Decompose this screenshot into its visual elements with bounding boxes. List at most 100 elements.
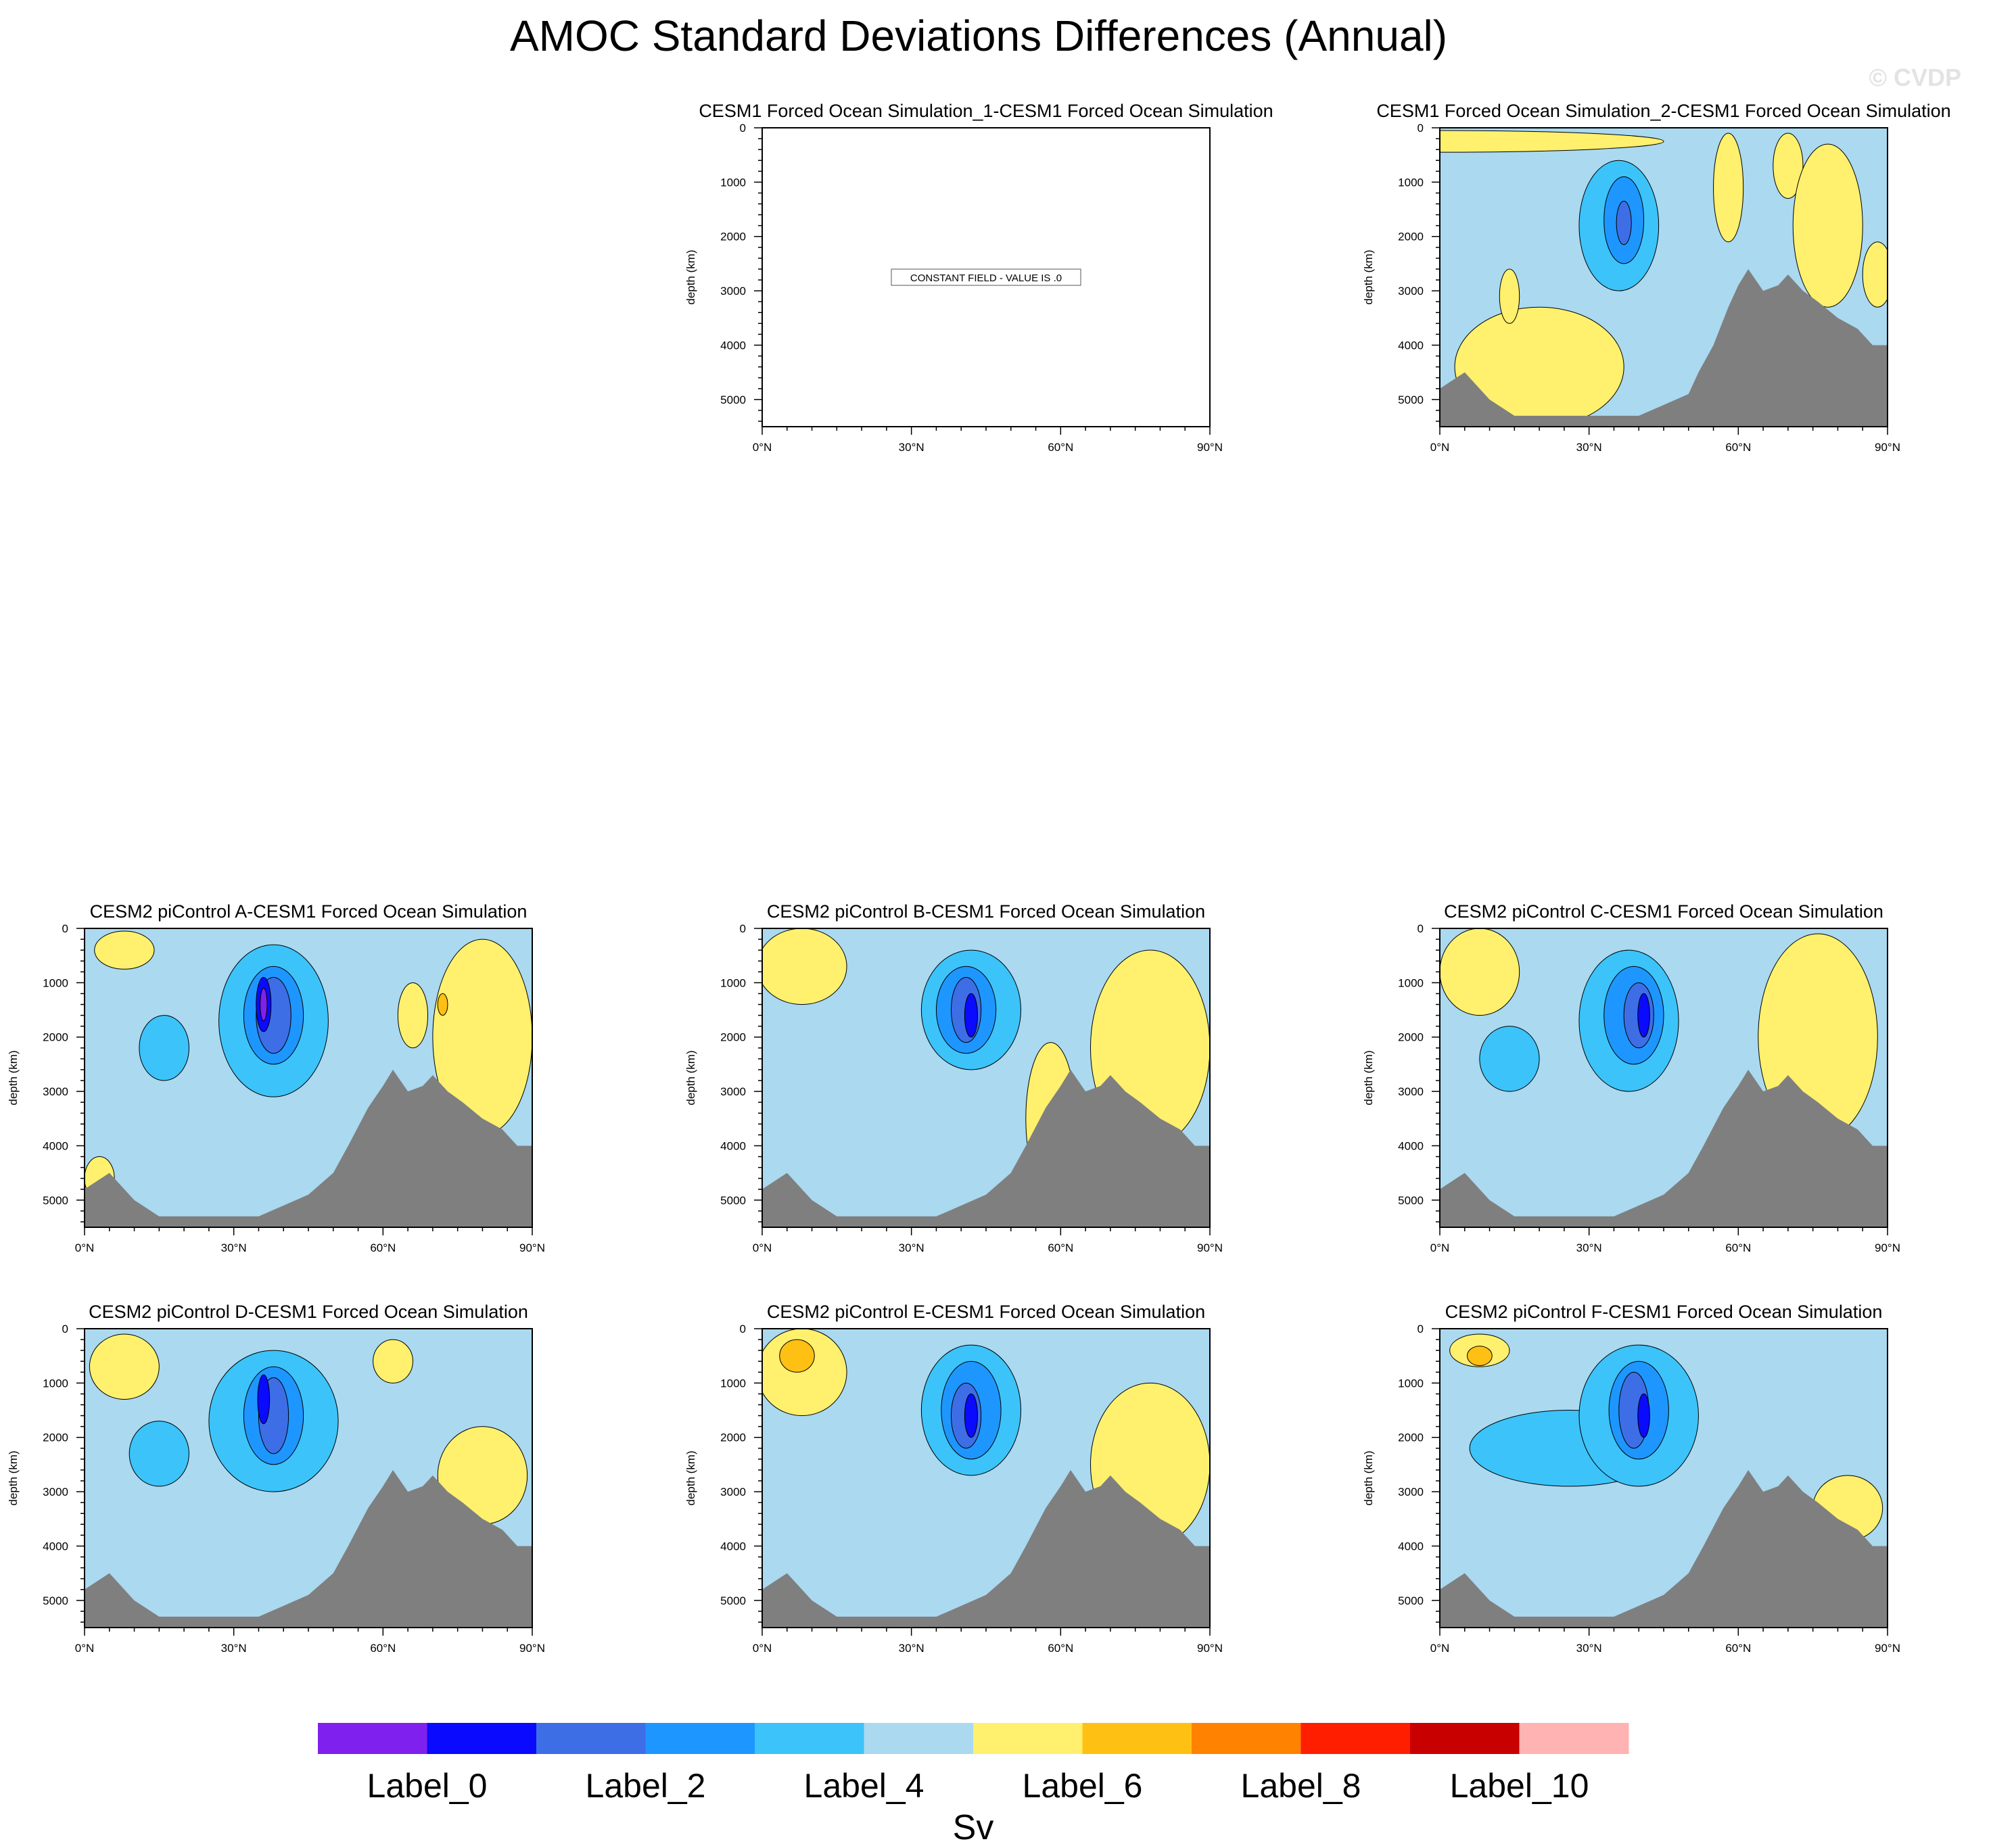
contour-region	[964, 993, 978, 1038]
panel-7: CESM2 piControl F-CESM1 Forced Ocean Sim…	[1362, 1302, 1900, 1655]
panel-2-field	[85, 928, 532, 1227]
y-tick-label: 0	[1418, 1323, 1424, 1335]
panel-4-field	[1440, 928, 1888, 1227]
panel-5-field	[85, 1329, 532, 1628]
y-axis-label: depth (km)	[684, 1450, 697, 1505]
panel-title: CESM2 piControl B-CESM1 Forced Ocean Sim…	[767, 901, 1205, 922]
x-tick-label: 30°N	[899, 441, 924, 454]
y-tick-label: 1000	[1398, 976, 1424, 989]
y-tick-label: 5000	[720, 394, 746, 406]
y-tick-label: 3000	[720, 1486, 746, 1498]
y-tick-label: 1000	[720, 176, 746, 189]
x-tick-label: 60°N	[1048, 441, 1073, 454]
colorbar-label: Label_4	[804, 1767, 924, 1805]
bathymetry-mask	[85, 1469, 532, 1628]
x-tick-label: 60°N	[1048, 1241, 1073, 1254]
colorbar-swatch	[1192, 1723, 1301, 1754]
contour-region	[1637, 1393, 1650, 1438]
colorbar: Label_0 Label_2 Label_4 Label_6 Label_8 Label…	[318, 1723, 1629, 1847]
contour-region	[1479, 1026, 1540, 1092]
y-tick-label: 3000	[43, 1085, 68, 1098]
bathymetry-mask	[762, 1469, 1210, 1628]
panel-title: CESM1 Forced Ocean Simulation_2-CESM1 Fo…	[1376, 101, 1950, 121]
panel-1: CESM1 Forced Ocean Simulation_2-CESM1 Fo…	[1362, 101, 1951, 454]
y-tick-label: 3000	[43, 1486, 68, 1498]
contour-region	[1713, 133, 1744, 243]
y-tick-label: 0	[740, 1323, 746, 1335]
x-tick-label: 90°N	[1197, 1241, 1223, 1254]
bathymetry-mask	[1440, 268, 1888, 427]
bathymetry-mask	[1440, 1069, 1888, 1227]
y-tick-label: 0	[62, 1323, 68, 1335]
contour-region	[1773, 133, 1804, 199]
contour-region	[1499, 268, 1520, 324]
contour-region	[257, 1374, 271, 1425]
y-tick-label: 3000	[1398, 1486, 1424, 1498]
contour-region	[1616, 200, 1632, 245]
y-tick-label: 5000	[1398, 1194, 1424, 1207]
colorbar-label: Label_2	[586, 1767, 706, 1805]
x-tick-label: 90°N	[1197, 1642, 1223, 1655]
x-tick-label: 30°N	[1576, 1642, 1602, 1655]
y-tick-label: 2000	[720, 1031, 746, 1044]
contour-region	[139, 1015, 189, 1081]
colorbar-swatch	[755, 1723, 864, 1754]
x-tick-label: 60°N	[1725, 441, 1751, 454]
y-tick-label: 3000	[720, 285, 746, 298]
colorbar-swatch	[1301, 1723, 1411, 1754]
panel-6: CESM2 piControl E-CESM1 Forced Ocean Sim…	[684, 1302, 1223, 1655]
y-tick-label: 2000	[720, 1431, 746, 1444]
contour-region	[779, 1339, 815, 1373]
y-tick-label: 1000	[1398, 176, 1424, 189]
colorbar-swatch	[427, 1723, 537, 1754]
y-tick-label: 4000	[1398, 1139, 1424, 1152]
y-tick-label: 0	[62, 922, 68, 935]
x-tick-label: 0°N	[1430, 1241, 1450, 1254]
x-tick-label: 90°N	[1875, 1642, 1900, 1655]
x-tick-label: 30°N	[899, 1241, 924, 1254]
x-tick-label: 30°N	[899, 1642, 924, 1655]
y-axis-label: depth (km)	[1362, 250, 1375, 304]
y-tick-label: 3000	[1398, 285, 1424, 298]
y-tick-label: 2000	[1398, 1031, 1424, 1044]
colorbar-swatch	[864, 1723, 974, 1754]
y-tick-label: 2000	[1398, 231, 1424, 243]
contour-region	[94, 930, 155, 970]
colorbar-swatch	[1410, 1723, 1520, 1754]
y-axis-label: depth (km)	[684, 250, 697, 304]
x-tick-label: 90°N	[1197, 441, 1223, 454]
y-tick-label: 2000	[43, 1431, 68, 1444]
colorbar-label: Label_8	[1241, 1767, 1361, 1805]
constant-field-message-text: CONSTANT FIELD - VALUE IS .0	[910, 273, 1062, 284]
x-tick-label: 60°N	[1048, 1642, 1073, 1655]
panel-title: CESM2 piControl A-CESM1 Forced Ocean Sim…	[90, 901, 528, 922]
x-tick-label: 30°N	[221, 1241, 247, 1254]
y-tick-label: 4000	[43, 1139, 68, 1152]
x-tick-label: 90°N	[519, 1241, 545, 1254]
y-tick-label: 3000	[1398, 1085, 1424, 1098]
watermark: © CVDP	[1869, 64, 1961, 91]
x-tick-label: 0°N	[1430, 1642, 1450, 1655]
y-tick-label: 5000	[1398, 394, 1424, 406]
panel-5: CESM2 piControl D-CESM1 Forced Ocean Sim…	[7, 1302, 545, 1655]
panel-1-field	[1440, 128, 1888, 427]
colorbar-label: Label_0	[367, 1767, 488, 1805]
panel-4: CESM2 piControl C-CESM1 Forced Ocean Sim…	[1362, 901, 1900, 1254]
y-axis-label: depth (km)	[1362, 1050, 1375, 1105]
contour-region	[260, 987, 268, 1022]
figure-title: AMOC Standard Deviations Differences (An…	[510, 11, 1447, 60]
colorbar-swatch	[973, 1723, 1083, 1754]
y-tick-label: 2000	[720, 231, 746, 243]
y-tick-label: 1000	[43, 976, 68, 989]
panel-title: CESM2 piControl D-CESM1 Forced Ocean Sim…	[89, 1302, 528, 1322]
y-tick-label: 1000	[720, 976, 746, 989]
contour-region	[1792, 143, 1863, 308]
y-tick-label: 0	[1418, 922, 1424, 935]
x-tick-label: 90°N	[1875, 1241, 1900, 1254]
x-tick-label: 60°N	[1725, 1642, 1751, 1655]
x-tick-label: 0°N	[753, 441, 772, 454]
x-tick-label: 30°N	[1576, 441, 1602, 454]
panel-3-field	[762, 928, 1210, 1227]
contour-region	[89, 1333, 160, 1400]
colorbar-label: Label_10	[1450, 1767, 1589, 1805]
